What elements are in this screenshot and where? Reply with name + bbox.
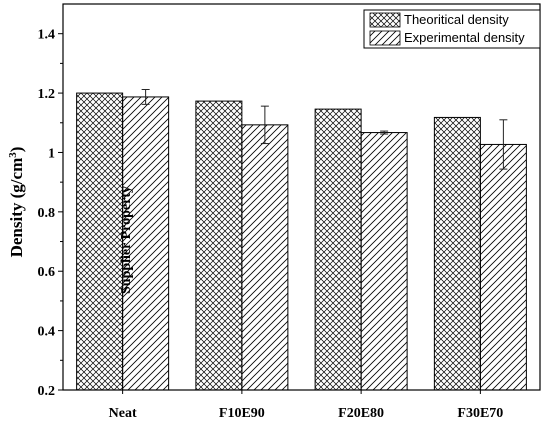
legend-swatch-theoritical: [369, 12, 401, 28]
y-axis-title-main: Density (g/cm: [7, 158, 26, 258]
bar-experimental-f10e90: [241, 124, 289, 391]
bars-layer: [76, 92, 527, 391]
y-axis-title-superscript: 3: [7, 152, 19, 158]
plot-frame: [62, 3, 541, 391]
y-tick-label: 0.6: [38, 265, 56, 280]
bar-theoritical-f20e80: [314, 108, 362, 391]
legend-label-experimental: Experimental density: [404, 30, 525, 45]
bar-theoritical-neat: [76, 92, 124, 391]
bar-theoritical-f30e70: [433, 116, 481, 391]
y-tick-label: 0.2: [38, 384, 56, 399]
y-axis-title: Density (g/cm3): [7, 147, 26, 258]
x-tick-label-f10e90: F10E90: [219, 406, 265, 421]
supplier-property-annotation: Supplier Property: [119, 186, 134, 294]
y-tick-label: 0.8: [38, 206, 56, 221]
legend: Theoritical density Experimental density: [363, 9, 541, 49]
legend-label-theoritical: Theoritical density: [404, 12, 509, 27]
error-bars-layer: [141, 89, 508, 170]
bar-theoritical-f10e90: [195, 100, 243, 391]
x-tick-label-f30e70: F30E70: [457, 406, 503, 421]
legend-swatch-experimental: [369, 30, 401, 46]
ticks-layer: Neat F10E90 F20E80 F30E70 0.2 0.4 0.6 0.8 1 1.2 1.…: [38, 28, 504, 421]
bar-experimental-f20e80: [360, 132, 408, 391]
x-tick-label-neat: Neat: [109, 406, 137, 421]
bar-experimental-neat: [122, 96, 170, 391]
y-tick-label: 1.2: [38, 87, 56, 102]
x-tick-label-f20e80: F20E80: [338, 406, 384, 421]
y-tick-label: 1.4: [38, 28, 56, 43]
y-tick-label: 0.4: [38, 325, 56, 340]
y-axis-title-close: ): [7, 147, 26, 153]
y-tick-label: 1: [48, 146, 55, 161]
bar-experimental-f30e70: [479, 143, 527, 391]
